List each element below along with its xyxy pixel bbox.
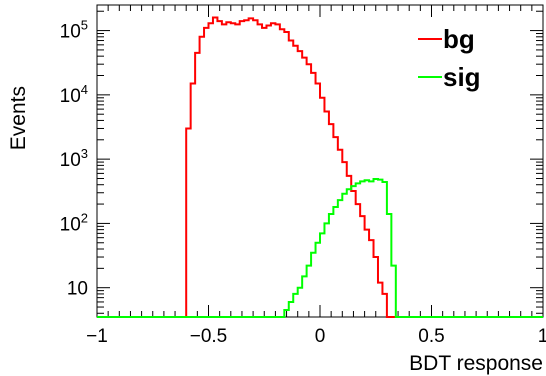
series-bg-line xyxy=(97,16,543,318)
y-tick-label: 102 xyxy=(60,210,88,235)
x-tick-label: 0.5 xyxy=(418,326,444,347)
x-tick-labels: −1 −0.5 0 0.5 1 xyxy=(86,326,546,347)
x-tick-label: 1 xyxy=(538,326,546,347)
y-axis-title: Events xyxy=(7,86,30,150)
series-sig-line xyxy=(97,178,543,318)
y-tick-label: 104 xyxy=(60,82,88,107)
x-axis-title: BDT response xyxy=(409,352,543,375)
histogram-series xyxy=(97,16,543,318)
y-tick-label: 10 xyxy=(67,279,88,300)
plot-frame xyxy=(96,4,544,318)
legend-label-sig: sig xyxy=(443,62,481,92)
x-tick-label: −1 xyxy=(86,326,108,347)
x-tick-label: −0.5 xyxy=(190,326,228,347)
axis-ticks xyxy=(96,5,544,317)
y-tick-labels: 10 102 103 104 105 xyxy=(60,18,88,300)
legend-label-bg: bg xyxy=(443,24,475,54)
legend: bg sig xyxy=(418,24,481,92)
plot-area-border xyxy=(96,4,544,318)
y-tick-label: 103 xyxy=(60,146,88,171)
y-tick-label: 105 xyxy=(60,18,88,43)
x-tick-label: 0 xyxy=(315,326,326,347)
